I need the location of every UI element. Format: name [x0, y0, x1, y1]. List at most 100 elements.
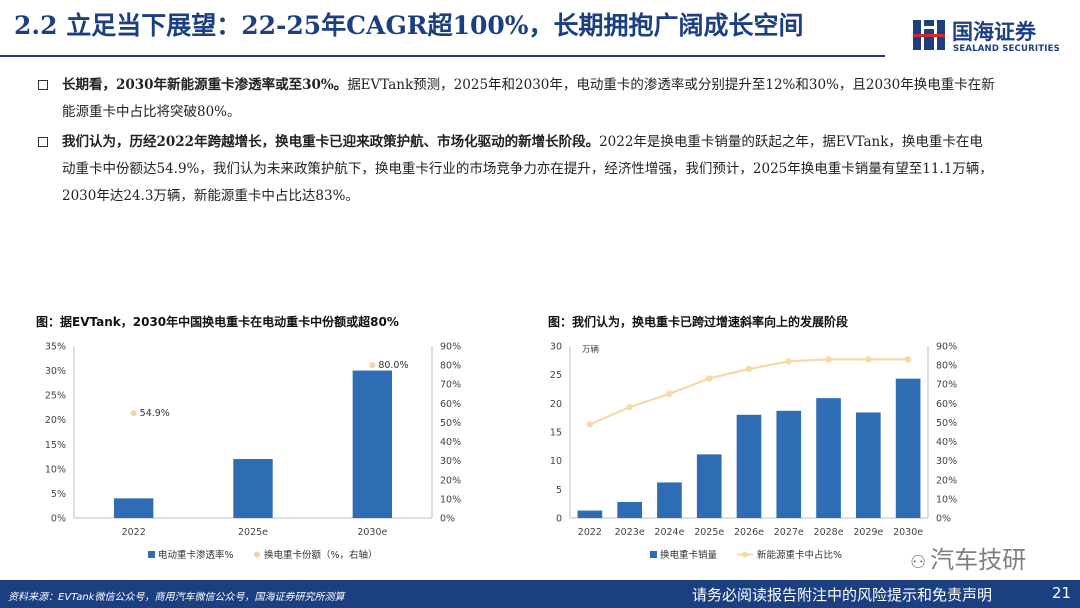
y-tick-label-left: 15: [550, 428, 562, 439]
footer-disclaimer: 请务必阅读报告附注中的风险提示和免责声明: [692, 586, 993, 604]
checkbox-square-icon: [38, 80, 48, 90]
company-logo: 国海证券 SEALAND SECURITIES: [912, 14, 1062, 58]
y-tick-label-right: 20%: [440, 475, 461, 486]
y-tick-label-right: 90%: [440, 342, 461, 353]
footer-source: 资料来源：EVTank微信公众号，商用汽车微信公众号，国海证券研究所测算: [8, 592, 345, 603]
x-tick-label: 2024e: [654, 527, 684, 538]
chart-right: 0 5 10 15 20 25 30 0% 10% 20% 30% 40% 50% 60% 70% 80% 90…: [550, 342, 957, 562]
line-point: [745, 365, 753, 373]
footer-bar: 资料来源：EVTank微信公众号，商用汽车微信公众号，国海证券研究所测算 请务必…: [0, 580, 1080, 608]
y-tick-label-right: 30%: [936, 456, 957, 467]
y-tick-label-right: 50%: [936, 418, 957, 429]
y-tick-label-right: 90%: [936, 342, 957, 353]
checkbox-square-icon: [38, 137, 48, 147]
bullet-bold-lead: 长期看，2030年新能源重卡渗透率或至30%。: [62, 77, 348, 93]
y-unit-label: 万辆: [582, 344, 600, 355]
y-tick-label-right: 40%: [936, 437, 957, 448]
logo-text-cn: 国海证券: [952, 20, 1036, 44]
chart-title-left: 图：据EVTank，2030年中国换电重卡在电动重卡中份额或超80%: [36, 315, 399, 329]
chart-bar: [577, 510, 603, 518]
y-tick-label-right: 70%: [440, 380, 461, 391]
y-tick-label-right: 80%: [440, 361, 461, 372]
line-point: [586, 421, 594, 428]
y-tick-label-left: 10: [550, 456, 562, 467]
line-point: [904, 356, 912, 363]
y-tick-label-right: 60%: [936, 399, 957, 410]
y-tick-label-left: 30%: [45, 366, 66, 377]
chart-bar: [113, 498, 154, 518]
y-tick-label-right: 80%: [936, 361, 957, 372]
x-tick-label: 2025e: [694, 527, 724, 538]
scatter-point: [369, 362, 376, 369]
y-tick-label-right: 0%: [440, 514, 455, 525]
bullet-item: 我们认为，历经2022年跨越增长，换电重卡已迎来政策护航、市场化驱动的新增长阶段…: [36, 129, 996, 210]
chart-bar: [233, 459, 273, 518]
y-tick-label-right: 70%: [936, 380, 957, 391]
line-point: [785, 358, 792, 365]
y-tick-label-right: 10%: [440, 494, 461, 505]
y-tick-label-right: 20%: [936, 475, 957, 486]
data-label: 80.0%: [378, 360, 408, 371]
legend-label: 电动重卡渗透率%: [158, 549, 234, 561]
line-point: [666, 390, 673, 397]
legend-label: 换电重卡份额（%，右轴）: [264, 549, 378, 561]
line-point: [626, 403, 633, 411]
scatter-point: [130, 410, 137, 417]
y-tick-label-left: 25%: [45, 391, 66, 402]
chart-bar: [776, 410, 802, 518]
logo-text-en: SEALAND SECURITIES: [953, 44, 1060, 54]
y-tick-label-left: 15%: [45, 440, 66, 451]
chart-bar: [617, 501, 642, 518]
x-tick-label: 2026e: [734, 527, 764, 538]
page-number: 21: [1052, 584, 1072, 602]
y-tick-label-right: 30%: [440, 456, 461, 467]
x-tick-label: 2028e: [814, 527, 844, 538]
bullet-list: 长期看，2030年新能源重卡渗透率或至30%。据EVTank预测，2025年和2…: [36, 72, 996, 210]
bullet-text: 2022年是换电重卡销量的跃起之年，据EVTank，换电重卡在电动重卡中份额达5…: [62, 134, 993, 204]
legend-swatch-dot: [254, 551, 260, 558]
y-tick-label-right: 60%: [440, 399, 461, 410]
chart-bar: [696, 454, 722, 518]
wechat-icon: ⚇: [910, 552, 927, 573]
sealand-logo-icon: [913, 20, 945, 50]
x-tick-label: 2029e: [853, 527, 883, 538]
bullet-item: 长期看，2030年新能源重卡渗透率或至30%。据EVTank预测，2025年和2…: [36, 72, 996, 126]
watermark-text: 汽车技研: [930, 546, 1027, 574]
legend-swatch-bar: [148, 551, 155, 558]
bullet-bold-lead: 我们认为，历经2022年跨越增长，换电重卡已迎来政策护航、市场化驱动的新增长阶段…: [62, 134, 600, 150]
y-tick-label-left: 5: [556, 485, 562, 496]
y-tick-label-left: 35%: [45, 342, 66, 353]
chart-title-right: 图：我们认为，换电重卡已跨过增速斜率向上的发展阶段: [548, 315, 849, 329]
x-tick-label: 2025e: [238, 527, 268, 538]
x-tick-label: 2023e: [615, 527, 645, 538]
title-divider: [0, 55, 885, 57]
x-tick-label: 2030e: [893, 527, 923, 538]
page-title: 2.2 立足当下展望：22-25年CAGR超100%，长期拥抱广阔成长空间: [14, 11, 804, 40]
y-tick-label-left: 5%: [51, 489, 66, 500]
y-tick-label-left: 0: [556, 514, 562, 525]
y-tick-label-right: 10%: [936, 494, 957, 505]
legend-swatch-bar: [650, 551, 657, 558]
watermark: ⚇ 汽车技研: [910, 540, 1026, 575]
y-tick-label-right: 0%: [936, 514, 951, 525]
chart-bar: [352, 370, 393, 518]
bullet-text: 据EVTank预测，2025年和2030年，电动重卡的渗透率或分别提升至12%和…: [62, 77, 995, 120]
line-point: [825, 356, 832, 363]
y-tick-label-left: 20%: [45, 415, 66, 426]
legend-label: 换电重卡销量: [660, 549, 718, 561]
chart-bar: [895, 378, 921, 518]
chart-bar: [856, 412, 881, 518]
chart-bar: [657, 482, 682, 518]
legend-label: 新能源重卡中占比%: [757, 549, 842, 561]
x-tick-label: 2030e: [357, 527, 387, 538]
chart-bar: [816, 398, 841, 518]
line-point: [865, 356, 872, 363]
chart-left: 0% 5% 10% 15% 20% 25% 30% 35% 0% 10% 20% 30% 40% 50% 6…: [45, 342, 461, 562]
y-tick-label-left: 20: [550, 399, 562, 410]
legend-swatch-dot: [742, 551, 748, 558]
y-tick-label-left: 25: [550, 370, 562, 381]
y-tick-label-right: 50%: [440, 418, 461, 429]
y-tick-label-left: 30: [550, 342, 562, 353]
data-label: 54.9%: [140, 408, 170, 419]
y-tick-label-right: 40%: [440, 437, 461, 448]
